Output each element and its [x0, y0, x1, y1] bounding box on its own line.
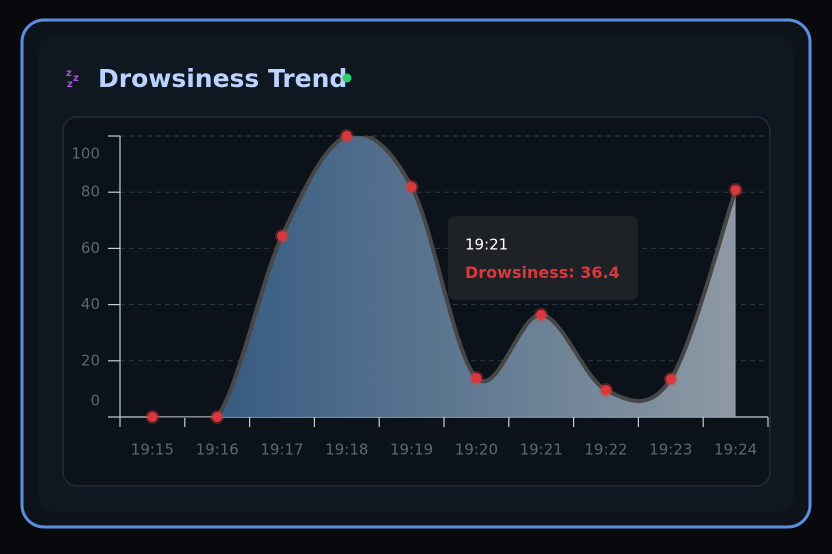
x-tick-label: 19:22 — [584, 441, 627, 459]
y-tick-label: 60 — [81, 239, 100, 257]
point — [663, 372, 678, 387]
x-tick-label: 19:19 — [390, 441, 433, 459]
tooltip-box — [448, 216, 638, 300]
x-tick-label: 19:16 — [196, 441, 239, 459]
x-tick-label: 19:15 — [131, 441, 174, 459]
point — [339, 129, 354, 143]
chart-title: Drowsiness Trend — [98, 64, 347, 93]
point — [534, 307, 549, 322]
point — [275, 229, 289, 244]
tooltip-value: Drowsiness: 36.4 — [465, 263, 620, 282]
tooltip-title: 19:21 — [465, 236, 508, 254]
point — [210, 410, 225, 424]
svg-text:z: z — [66, 68, 72, 79]
y-tick-label: 0 — [90, 392, 100, 410]
svg-text:z: z — [67, 79, 73, 90]
svg-text:z: z — [73, 73, 79, 84]
y-tick-label: 80 — [81, 183, 100, 201]
point — [145, 410, 160, 424]
tooltip: 19:21 Drowsiness: 36.4 — [448, 216, 638, 300]
x-tick-label: 19:23 — [649, 441, 692, 459]
tooltip-number: 36.4 — [580, 263, 619, 282]
point — [404, 179, 419, 194]
title-icon: z zz — [66, 68, 79, 90]
point — [469, 370, 484, 385]
status-dot — [342, 73, 352, 83]
x-tick-label: 19:21 — [520, 441, 563, 459]
x-tick-label: 19:18 — [325, 441, 368, 459]
tooltip-series: Drowsiness — [465, 263, 568, 282]
point — [728, 182, 743, 197]
y-tick-label: 40 — [81, 295, 100, 313]
y-tick-label: 100 — [71, 145, 100, 163]
x-tick-label: 19:24 — [714, 441, 757, 459]
line — [152, 136, 738, 418]
y-tick-label: 20 — [81, 351, 100, 369]
x-tick-label: 19:20 — [455, 441, 498, 459]
point — [599, 383, 613, 398]
x-tick-label: 19:17 — [260, 441, 303, 459]
